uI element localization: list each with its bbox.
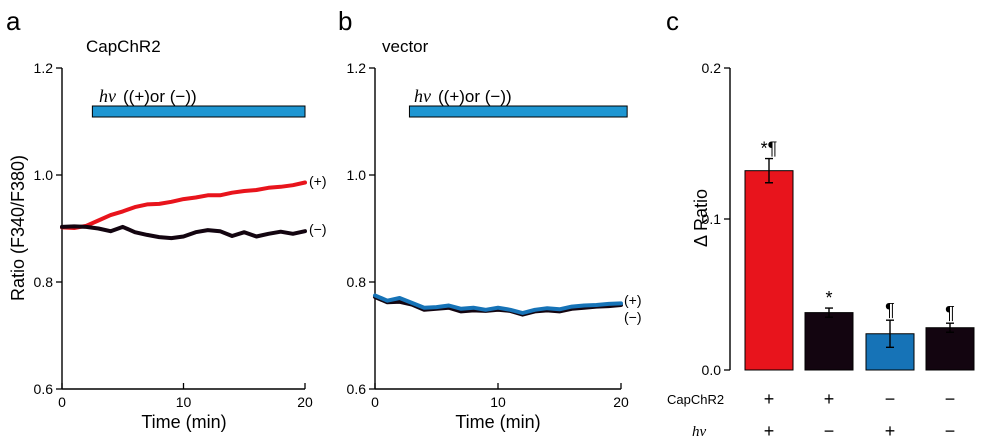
bar-annotation: *¶ bbox=[761, 139, 778, 159]
panel-a-ytick-label: 1.2 bbox=[34, 60, 54, 76]
panel-c-ylabel: Δ Ratio bbox=[691, 189, 711, 247]
panel-a-axes: 0.6 0.8 1.0 1.2 0 10 20 bbox=[34, 60, 313, 410]
bar-annotation: ¶ bbox=[885, 300, 895, 320]
error-bar bbox=[886, 319, 894, 349]
panel-a-stimulus-bar bbox=[91, 105, 306, 118]
panel-b-label-plus: (+) bbox=[624, 292, 642, 308]
panel-b-stimulus-bar bbox=[408, 105, 628, 118]
panel-b-xtick-label: 20 bbox=[613, 394, 629, 410]
bar bbox=[925, 327, 975, 371]
panel-b-title: vector bbox=[382, 37, 429, 56]
error-bar bbox=[765, 157, 773, 184]
bar-annotation: ¶ bbox=[945, 303, 955, 323]
panel-b-axes: 0.6 0.8 1.0 1.2 0 10 20 bbox=[347, 60, 629, 410]
condition-sign: − bbox=[945, 389, 956, 409]
panel-a-stimulus-symbol: hν bbox=[99, 86, 116, 106]
condition-sign: + bbox=[764, 389, 775, 409]
panel-a-series-plus bbox=[60, 180, 307, 230]
panel-b-label-minus: (−) bbox=[624, 309, 642, 325]
panel-label-b: b bbox=[338, 6, 352, 36]
condition-sign: + bbox=[764, 421, 775, 441]
bar bbox=[804, 312, 854, 371]
panel-a-ytick-label: 0.6 bbox=[34, 381, 54, 397]
panel-b-ytick-label: 1.2 bbox=[347, 60, 367, 76]
condition-sign: − bbox=[945, 421, 956, 441]
panel-a-series-minus bbox=[60, 224, 307, 241]
panel-a-xtick-label: 20 bbox=[297, 394, 313, 410]
panel-c-ytick-label: 0.0 bbox=[702, 362, 722, 378]
condition-sign: + bbox=[885, 421, 896, 441]
panel-a-title: CapChR2 bbox=[86, 37, 161, 56]
panel-b-ytick-label: 1.0 bbox=[347, 167, 367, 183]
panel-a-ytick-label: 0.8 bbox=[34, 274, 54, 290]
panel-a-xtick-label: 10 bbox=[176, 394, 192, 410]
condition-sign: − bbox=[824, 421, 835, 441]
error-bar bbox=[825, 307, 833, 318]
panel-label-a: a bbox=[6, 6, 21, 36]
panel-a-ytick-label: 1.0 bbox=[34, 167, 54, 183]
panel-a-label-plus: (+) bbox=[309, 173, 327, 189]
panel-a-xlabel: Time (min) bbox=[141, 412, 226, 432]
panel-c: c Δ Ratio 0.0 0.1 0.2 *¶ * ¶ ¶ CapCh bbox=[666, 6, 975, 441]
condition-sign: + bbox=[824, 389, 835, 409]
panel-a-label-minus: (−) bbox=[309, 221, 327, 237]
panel-a-ylabel: Ratio (F340/F380) bbox=[8, 155, 28, 301]
bar bbox=[744, 170, 794, 371]
condition-label-capchr2: CapChR2 bbox=[667, 392, 724, 407]
panel-b-ytick-label: 0.6 bbox=[347, 381, 367, 397]
error-bar bbox=[946, 322, 954, 333]
panel-a-xtick-label: 0 bbox=[58, 394, 66, 410]
panel-b-series-plus bbox=[373, 293, 623, 315]
panel-a: a CapChR2 Ratio (F340/F380) Time (min) 0… bbox=[6, 6, 327, 432]
panel-c-condition-table: CapChR2 hν + + − − + − + − bbox=[667, 389, 955, 441]
panel-c-axes: 0.0 0.1 0.2 bbox=[702, 60, 731, 378]
panel-c-ytick-label: 0.1 bbox=[702, 211, 722, 227]
panel-label-c: c bbox=[666, 6, 679, 36]
condition-sign: − bbox=[885, 389, 896, 409]
bar-annotation: * bbox=[825, 288, 832, 308]
panel-c-ytick-label: 0.2 bbox=[702, 60, 722, 76]
panel-b-stimulus-symbol: hν bbox=[414, 86, 431, 106]
panel-c-bars: *¶ * ¶ ¶ bbox=[744, 139, 975, 371]
panel-b: b vector Time (min) 0.6 0.8 1.0 1.2 0 10… bbox=[338, 6, 642, 432]
panel-b-stimulus-text: ((+)or (−)) bbox=[438, 87, 512, 106]
panel-b-xtick-label: 0 bbox=[371, 394, 379, 410]
condition-label-hv: hν bbox=[692, 424, 707, 440]
panel-b-ytick-label: 0.8 bbox=[347, 274, 367, 290]
panel-b-xtick-label: 10 bbox=[490, 394, 506, 410]
panel-a-stimulus-text: ((+)or (−)) bbox=[123, 87, 197, 106]
panel-b-xlabel: Time (min) bbox=[455, 412, 540, 432]
